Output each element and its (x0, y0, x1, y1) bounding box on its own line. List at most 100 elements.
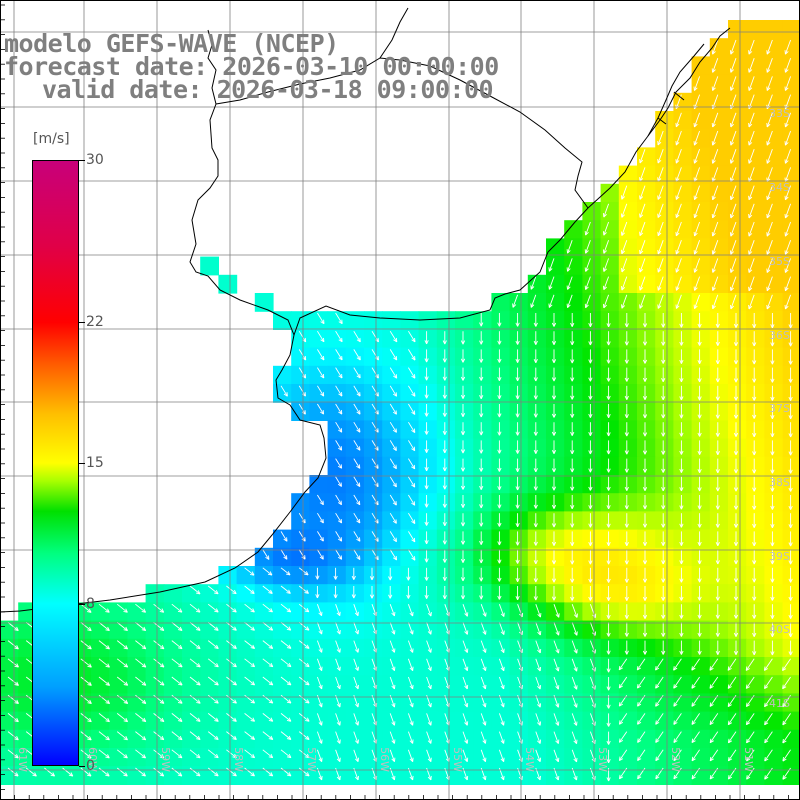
wind-arrow (333, 586, 338, 599)
wind-speed-cell (163, 675, 183, 694)
wind-arrow (584, 276, 591, 290)
wind-speed-cell (618, 365, 638, 385)
wind-speed-cell (600, 748, 620, 767)
wind-speed-cell (546, 566, 565, 585)
wind-speed-cell (746, 365, 765, 385)
wind-arrow (480, 622, 487, 635)
wind-arrow (207, 658, 219, 668)
wind-arrow (298, 622, 310, 631)
wind-speed-cell (637, 493, 656, 512)
wind-arrow (588, 549, 593, 565)
wind-arrow (675, 240, 682, 255)
wind-arrow (606, 695, 611, 709)
wind-arrow (618, 731, 628, 743)
wind-speed-cell (582, 365, 602, 385)
wind-speed-cell (691, 748, 711, 767)
wind-speed-cell (618, 438, 638, 458)
wind-arrow (748, 294, 755, 310)
wind-arrow (745, 658, 755, 671)
wind-speed-cell (637, 766, 656, 785)
wind-arrow (80, 658, 92, 668)
wind-arrow (571, 640, 578, 654)
wind-arrow (479, 367, 484, 381)
wind-speed-cell (182, 748, 201, 767)
wind-speed-cell (618, 347, 638, 367)
wind-arrow (262, 549, 270, 560)
wind-arrow (711, 112, 719, 128)
wind-speed-cell (673, 456, 693, 476)
wind-speed-cell (546, 511, 565, 531)
wind-arrow (98, 767, 110, 777)
wind-speed-cell (473, 475, 492, 494)
wind-speed-cell (109, 602, 128, 622)
wind-speed-cell (527, 657, 547, 676)
wind-speed-cell (436, 438, 456, 458)
wind-arrow (335, 512, 343, 524)
wind-arrow (189, 767, 201, 777)
wind-speed-cell (600, 274, 620, 294)
wind-arrow (553, 640, 560, 654)
wind-arrow (661, 422, 666, 437)
wind-arrow (479, 567, 484, 582)
wind-arrow (788, 604, 793, 619)
wind-arrow (298, 767, 310, 777)
wind-arrow (135, 640, 147, 650)
latitude-label: 37S (769, 402, 790, 415)
wind-arrow (135, 603, 147, 613)
wind-arrow (715, 458, 720, 474)
wind-speed-cell (582, 384, 602, 403)
wind-arrow (788, 640, 793, 656)
wind-arrow (389, 622, 396, 635)
wind-arrow (353, 512, 361, 524)
wind-speed-cell (691, 202, 711, 221)
wind-speed-cell (709, 529, 729, 549)
wind-speed-cell (182, 766, 201, 785)
wind-speed-cell (127, 693, 147, 713)
wind-arrow (588, 385, 593, 400)
wind-arrow (606, 404, 611, 418)
wind-speed-cell (527, 620, 547, 640)
wind-arrow (353, 713, 359, 726)
wind-arrow (116, 731, 128, 741)
wind-speed-cell (618, 529, 638, 549)
wind-arrow (498, 640, 505, 654)
wind-speed-cell (564, 711, 583, 731)
wind-arrow (497, 586, 502, 600)
wind-arrow (389, 421, 397, 433)
wind-arrow (693, 185, 701, 201)
wind-speed-cell (473, 365, 492, 385)
wind-arrow (280, 603, 292, 613)
wind-arrow (460, 404, 466, 417)
wind-arrow (207, 767, 219, 777)
wind-arrow (153, 731, 165, 741)
wind-arrow (693, 203, 701, 219)
wind-speed-cell (746, 384, 765, 403)
wind-arrow (606, 622, 611, 637)
wind-arrow (262, 640, 274, 649)
wind-speed-cell (364, 456, 383, 476)
wind-arrow (80, 676, 92, 686)
wind-speed-cell (618, 274, 638, 294)
wind-speed-cell (345, 620, 365, 640)
wind-speed-cell (746, 657, 765, 676)
wind-speed-cell (364, 402, 383, 421)
wind-arrow (733, 476, 739, 492)
wind-speed-cell (564, 256, 583, 276)
wind-speed-cell (746, 456, 765, 476)
wind-arrow (675, 112, 682, 128)
wind-speed-cell (491, 438, 511, 458)
wind-arrow (424, 404, 429, 417)
wind-arrow (711, 149, 719, 164)
wind-arrow (280, 767, 292, 777)
wind-arrow (571, 676, 578, 690)
wind-speed-cell (691, 547, 711, 567)
wind-speed-cell (418, 584, 438, 603)
wind-arrow (639, 276, 646, 291)
wind-speed-cell (382, 748, 401, 767)
wind-speed-cell (327, 657, 347, 676)
wind-arrow (98, 749, 110, 759)
wind-speed-cell (709, 456, 729, 476)
wind-arrow (153, 767, 165, 777)
wind-speed-cell (436, 693, 456, 713)
wind-arrow (351, 567, 356, 580)
